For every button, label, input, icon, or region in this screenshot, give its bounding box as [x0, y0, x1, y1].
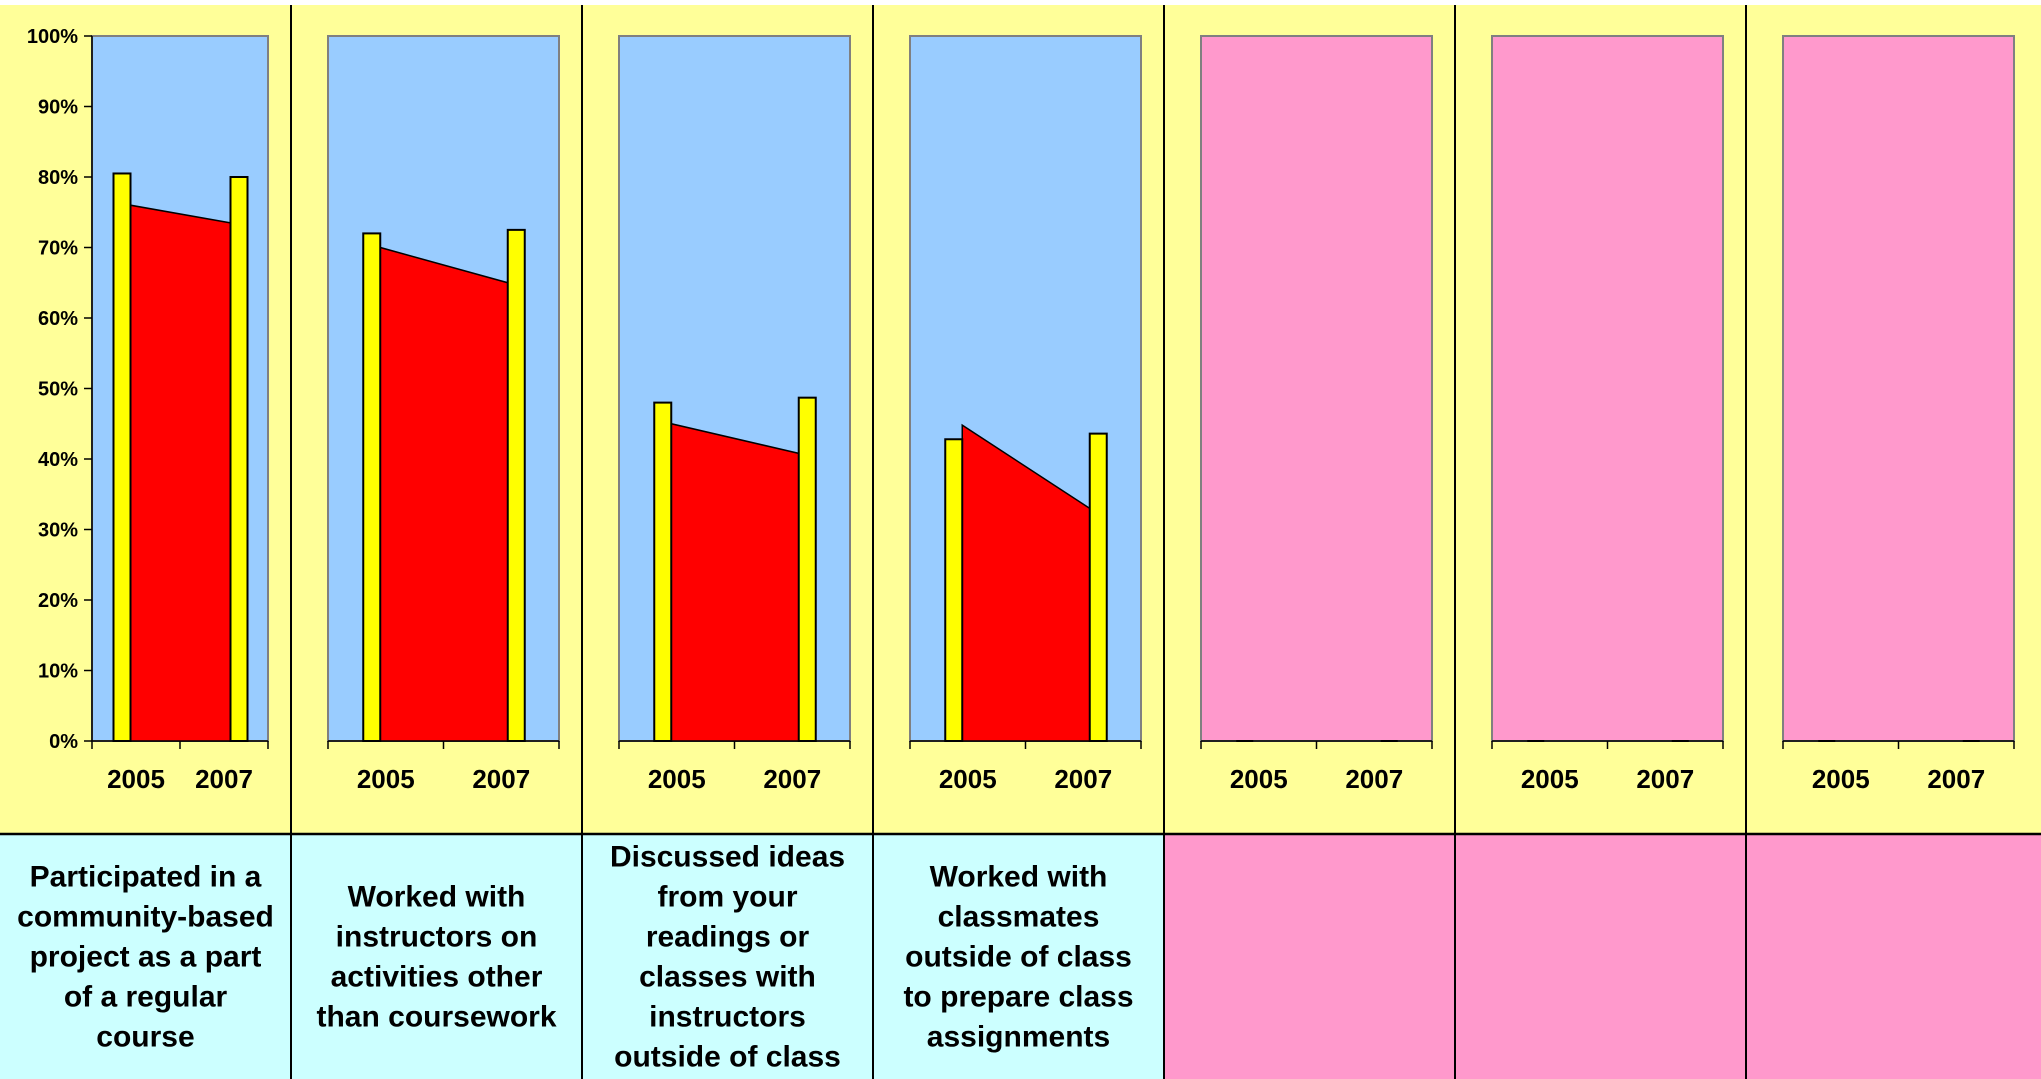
description-line: to prepare class	[903, 981, 1133, 1014]
description-cell	[1164, 834, 1455, 1079]
bar	[506, 228, 526, 742]
chart-panel: 2005 2007 Worked with instructors on activit…	[291, 5, 582, 1079]
x-tick-label: 2007	[1636, 764, 1694, 794]
chart-panel: 2005 2007	[1455, 5, 1746, 1079]
chart-panel: 2005 2007	[1164, 5, 1455, 1079]
description-line: outside of class	[614, 1041, 841, 1074]
y-tick-label: 80%	[38, 167, 78, 189]
description-cell	[1455, 834, 1746, 1079]
description-cell	[1746, 834, 2041, 1079]
x-tick-label: 2007	[472, 764, 530, 794]
bar	[1088, 432, 1108, 742]
y-tick-label: 50%	[38, 379, 78, 401]
x-tick-label: 2005	[939, 764, 997, 794]
plot-area	[1782, 35, 2015, 742]
y-tick-label: 90%	[38, 97, 78, 119]
x-tick-label: 2005	[357, 764, 415, 794]
description-line: instructors on	[336, 921, 538, 954]
description-line: instructors	[649, 1001, 806, 1034]
y-tick-label: 100%	[27, 26, 78, 48]
x-tick-label: 2007	[763, 764, 821, 794]
chart-panel: 2005 2007 Worked with classmates outside of …	[873, 5, 1164, 1079]
description-line: Worked with	[348, 881, 526, 914]
description-cell	[291, 834, 582, 1079]
x-tick-label: 2007	[1345, 764, 1403, 794]
description-line: community-based	[17, 901, 274, 934]
y-tick-label: 0%	[49, 731, 78, 753]
description-line: activities other	[331, 961, 543, 994]
bar	[653, 401, 673, 742]
description-line: course	[96, 1021, 194, 1054]
description-line: outside of class	[905, 941, 1132, 974]
y-tick-label: 40%	[38, 449, 78, 471]
area-series	[379, 246, 509, 742]
x-tick-label: 2007	[1927, 764, 1985, 794]
chart-panel: 2005 2007 Discussed ideas from your readings…	[582, 5, 873, 1079]
x-tick-label: 2007	[195, 764, 253, 794]
bar	[112, 172, 132, 743]
x-tick-label: 2005	[648, 764, 706, 794]
x-tick-label: 2005	[1812, 764, 1870, 794]
description-line: Worked with	[930, 861, 1108, 894]
plot-area	[1491, 35, 1724, 742]
y-tick-label: 20%	[38, 590, 78, 612]
description-line: readings or	[646, 921, 810, 954]
bar	[362, 232, 382, 742]
area-series	[129, 204, 232, 742]
description-line: Discussed ideas	[610, 841, 845, 874]
area-series	[670, 422, 800, 742]
x-tick-label: 2005	[107, 764, 165, 794]
y-tick-label: 10%	[38, 661, 78, 683]
description-line: classes with	[639, 961, 816, 994]
y-tick-label: 30%	[38, 520, 78, 542]
chart-panel: 2005 2007 Participated in a community-based…	[0, 5, 291, 1079]
description-line: classmates	[938, 901, 1100, 934]
description-line: Participated in a	[30, 861, 262, 894]
bar	[944, 438, 964, 742]
x-tick-label: 2007	[1054, 764, 1112, 794]
plot-area	[1200, 35, 1433, 742]
description-cell	[582, 834, 873, 1079]
description-cell	[0, 834, 291, 1079]
x-tick-label: 2005	[1230, 764, 1288, 794]
bar	[229, 176, 249, 742]
y-tick-label: 70%	[38, 238, 78, 260]
description-line: assignments	[927, 1021, 1110, 1054]
description-line: from your	[657, 881, 797, 914]
x-tick-label: 2005	[1521, 764, 1579, 794]
description-line: of a regular	[64, 981, 228, 1014]
description-line: project as a part	[30, 941, 262, 974]
y-tick-label: 60%	[38, 308, 78, 330]
bar	[797, 396, 817, 742]
description-cell	[873, 834, 1164, 1079]
chart-panel: 2005 2007	[1746, 5, 2041, 1079]
description-line: than coursework	[316, 1001, 556, 1034]
